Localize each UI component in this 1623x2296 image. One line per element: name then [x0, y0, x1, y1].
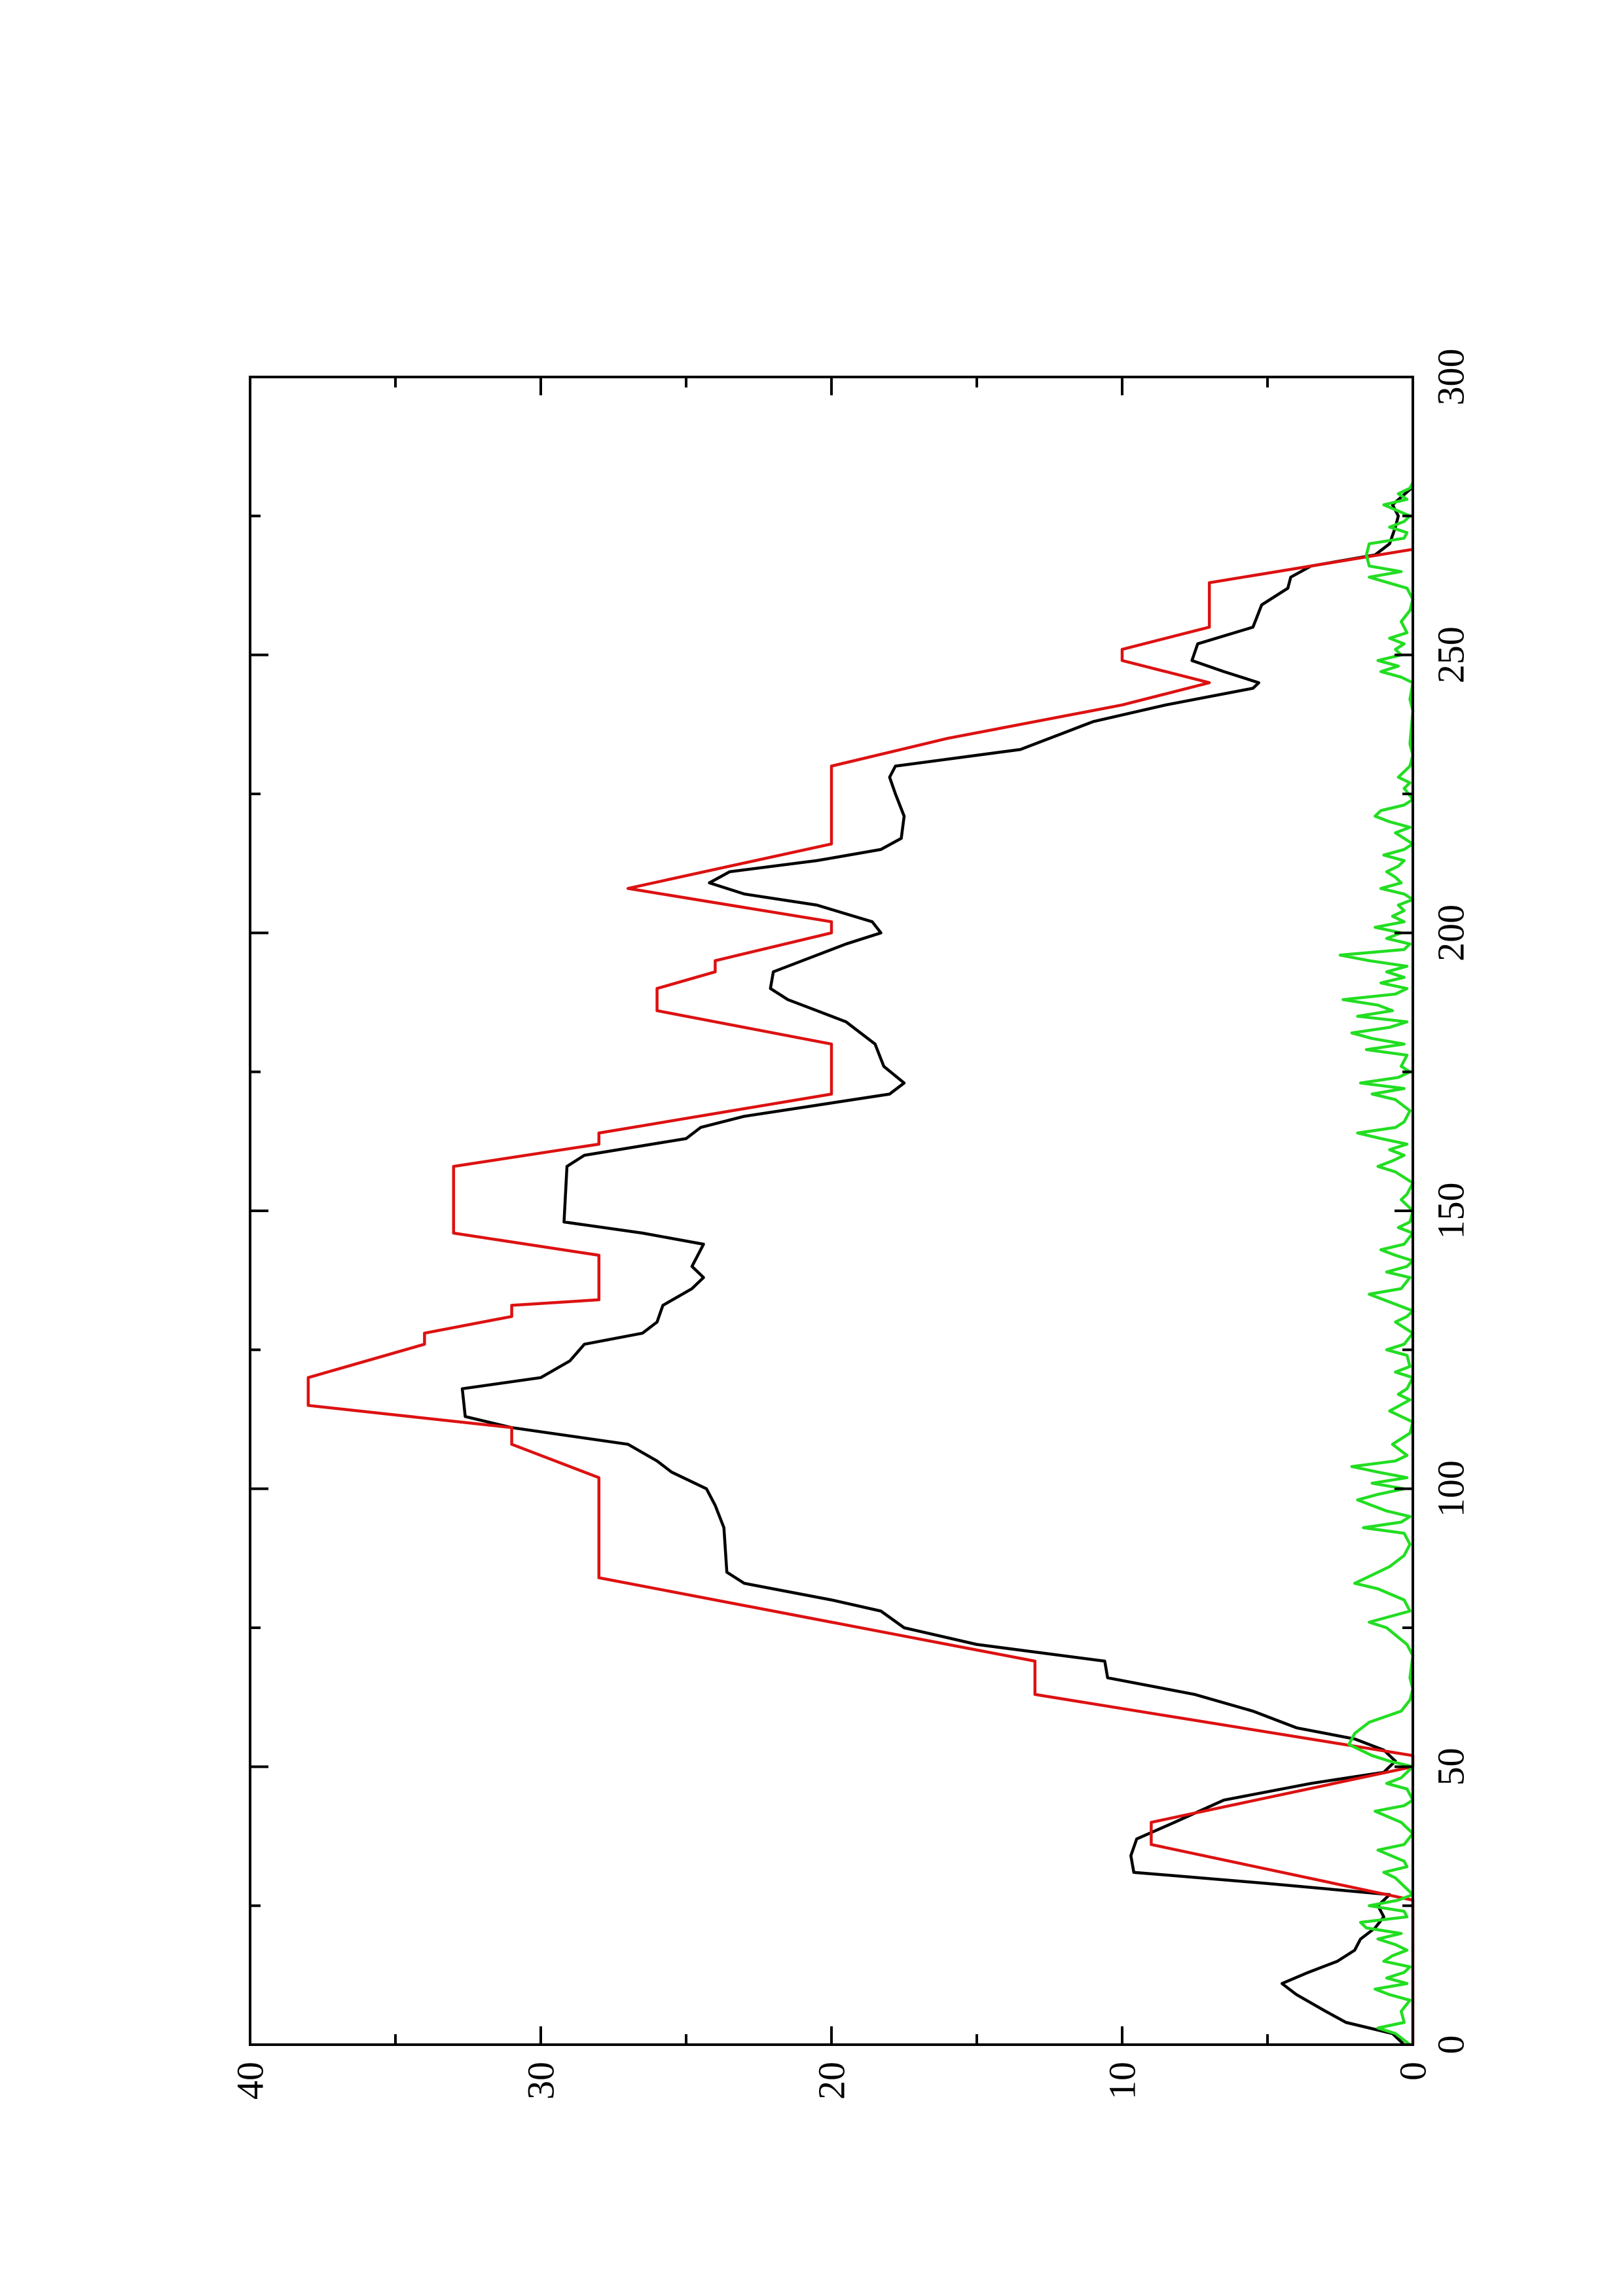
y-tick-label: 20 [811, 2062, 853, 2100]
series-layer [306, 482, 1415, 2046]
x-tick-label: 150 [1430, 1183, 1472, 1240]
tick-labels-layer: 0 50 100 150 200 250 300 0 10 20 30 40 [229, 349, 1472, 2100]
y-tick-label: 10 [1101, 2062, 1144, 2100]
y-tick-label: 0 [1392, 2062, 1434, 2081]
x-tick-label: 300 [1430, 349, 1472, 406]
plot-frame [249, 376, 1414, 2046]
x-tick-label: 250 [1430, 626, 1472, 683]
series-line-1 [460, 487, 1413, 2046]
x-tick-label: 100 [1430, 1460, 1472, 1517]
y-tick-label: 40 [229, 2062, 272, 2100]
x-tick-label: 200 [1430, 905, 1472, 961]
y-tick-label: 30 [520, 2062, 562, 2100]
ticks-layer [249, 376, 1414, 2046]
x-tick-label: 50 [1430, 1748, 1472, 1785]
series-line-2 [306, 548, 1415, 2045]
x-tick-label: 0 [1430, 2036, 1472, 2054]
series-line-3 [1338, 482, 1415, 2046]
